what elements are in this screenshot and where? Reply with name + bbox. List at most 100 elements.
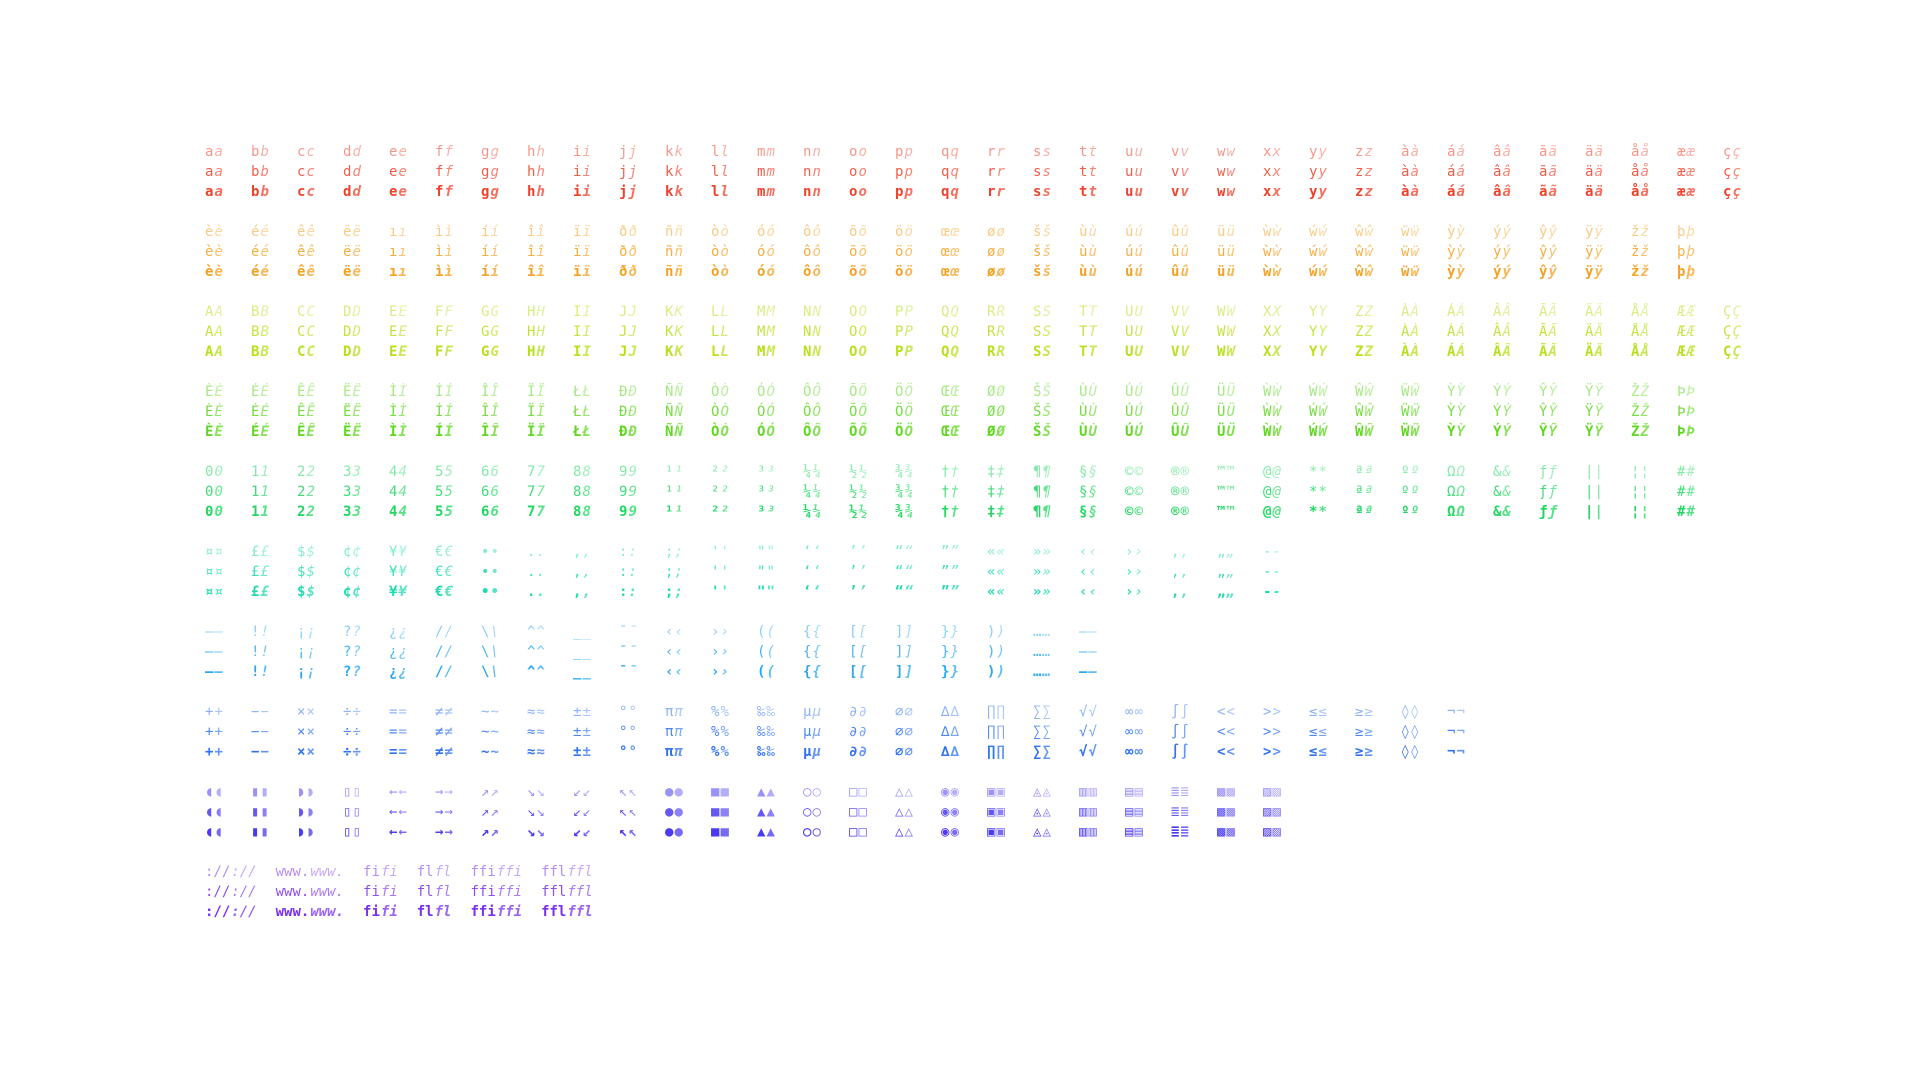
glyph-italic: i <box>582 164 590 180</box>
glyph: ∂ <box>849 744 857 760</box>
glyph: ■ <box>711 824 720 840</box>
glyph-pair: ;; <box>665 584 683 600</box>
glyph: ŷ <box>1539 244 1547 260</box>
glyph-pair: ‡‡ <box>987 504 1005 520</box>
glyph: G <box>481 324 489 340</box>
glyph-pair: œœ <box>941 224 959 240</box>
glyph-italic: ý <box>1501 244 1511 260</box>
glyph-pair: ºº <box>1401 484 1419 500</box>
glyph: T <box>1079 344 1087 360</box>
glyph: à <box>1401 144 1409 160</box>
glyph: — <box>1079 664 1088 680</box>
glyph-italic: Ü <box>1226 422 1235 440</box>
glyph-italic: ø <box>996 244 1005 260</box>
glyph: Ù <box>1079 422 1087 440</box>
glyph: Æ <box>1677 324 1686 340</box>
glyph-pair: žž <box>1631 224 1649 240</box>
glyph: „ <box>1217 584 1225 600</box>
glyph-pair: ¾¾ <box>895 504 913 520</box>
glyph-italic: ° <box>628 724 636 740</box>
glyph-pair: ‹‹ <box>1079 584 1097 600</box>
glyph-pair: ** <box>1309 484 1327 500</box>
glyph: … <box>1033 624 1041 640</box>
glyph-pair: ŽŽ <box>1631 402 1649 420</box>
glyph-italic: f <box>444 144 453 160</box>
glyph-pair: çç <box>1723 184 1741 200</box>
glyph-pair: ▣▣ <box>987 804 1005 820</box>
glyph-italic: J <box>627 344 636 360</box>
glyph-italic: È <box>214 383 223 400</box>
glyph: ŵ <box>1355 244 1364 260</box>
glyph-italic: œ <box>949 244 959 260</box>
glyph-pair: éé <box>251 244 269 260</box>
glyph-italic: 2 <box>306 464 314 480</box>
glyph: É <box>251 403 259 420</box>
glyph-italic: ○ <box>812 784 821 800</box>
glyph-pair: éé <box>251 264 269 280</box>
glyph-pair: †† <box>941 504 959 520</box>
glyph-pair: yy <box>1309 184 1327 200</box>
glyph: ÿ <box>1585 224 1593 240</box>
glyph-italic: Ỳ <box>1456 382 1466 400</box>
glyph: Ü <box>1217 382 1225 400</box>
glyph-italic: — <box>1087 624 1097 640</box>
glyph-italic: { <box>812 624 821 640</box>
glyph: r <box>987 164 995 180</box>
glyph-pair: ÌÌ <box>389 403 407 420</box>
glyph-pair: ÌÌ <box>389 383 407 400</box>
glyph: & <box>1493 484 1502 500</box>
glyph-italic: õ <box>858 244 866 260</box>
glyph-italic: † <box>950 484 958 500</box>
glyph: :// <box>205 904 230 920</box>
glyph-italic: § <box>1088 484 1096 500</box>
glyph-pair: ½½ <box>849 464 867 480</box>
glyph-italic: É <box>260 403 269 420</box>
glyph-italic: ∫ <box>1180 723 1188 740</box>
glyph: < <box>1217 744 1225 760</box>
glyph-italic: ÿ <box>1593 264 1603 280</box>
glyph-italic: Ω <box>1455 464 1465 480</box>
glyph: > <box>1263 744 1271 760</box>
glyph: Á <box>1447 323 1456 340</box>
glyph: u <box>1125 164 1133 180</box>
glyph-pair: ∑∑ <box>1033 724 1051 740</box>
glyph-italic: ‹ <box>1088 544 1096 560</box>
glyph-italic: y <box>1317 184 1327 200</box>
glyph-pair: ** <box>1309 464 1327 480</box>
glyph-pair: ↖↖ <box>619 804 637 820</box>
glyph-pair: ŷŷ <box>1539 224 1557 240</box>
glyph-pair: êê <box>297 264 315 280</box>
glyph-italic: . <box>536 584 544 600</box>
glyph-italic: ↗ <box>490 804 498 820</box>
glyph-italic: H <box>535 344 545 360</box>
glyph-italic: Û <box>1180 382 1189 400</box>
glyph: þ <box>1677 264 1685 280</box>
glyph-pair: óó <box>757 224 775 240</box>
glyph: v <box>1171 144 1179 160</box>
glyph-italic: ẃ <box>1318 264 1328 280</box>
glyph-pair: nn <box>803 144 821 160</box>
glyph: > <box>1263 724 1271 740</box>
glyph: ỳ <box>1447 224 1455 240</box>
glyph-pair: ¿¿ <box>389 624 407 640</box>
glyph-row: AAAAAABBBBBBCCCCCCDDDDDDEEEEEEFFFFFFGGGG… <box>205 302 1741 360</box>
glyph-pair: ÜÜ <box>1217 422 1235 440</box>
glyph-italic: ¯ <box>628 664 636 680</box>
glyph-italic: ▩ <box>1226 824 1235 840</box>
glyph-italic: ô <box>812 224 820 240</box>
glyph-pair: nn <box>803 184 821 200</box>
glyph: ı <box>389 264 397 280</box>
glyph: ’ <box>849 564 857 580</box>
glyph-pair: òò <box>711 264 729 280</box>
glyph: ¢ <box>343 564 351 580</box>
glyph: ≠ <box>435 724 443 740</box>
glyph-italic: fl <box>435 904 452 920</box>
glyph: Ω <box>1447 504 1455 520</box>
glyph-pair: çç <box>1723 164 1741 180</box>
glyph: ≥ <box>1355 744 1363 760</box>
glyph: H <box>527 324 535 340</box>
glyph-pair: ,, <box>573 564 591 580</box>
glyph: Ŵ <box>1355 422 1364 440</box>
glyph-pair: ii <box>573 164 591 180</box>
glyph-italic: A <box>213 304 222 320</box>
